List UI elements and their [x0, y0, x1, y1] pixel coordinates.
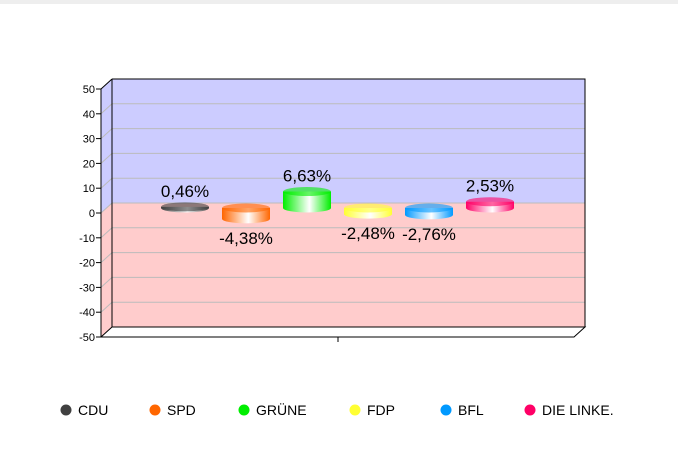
gridline-side — [100, 128, 113, 139]
legend-marker — [349, 404, 361, 416]
data-label: 0,46% — [161, 182, 209, 201]
y-tick-label: 20 — [83, 158, 95, 170]
legend-label: CDU — [78, 402, 108, 418]
gridline-side — [100, 252, 113, 263]
bar-top — [161, 202, 209, 212]
data-label: 6,63% — [283, 167, 331, 186]
gridline-side — [100, 177, 113, 189]
gridline-side — [100, 227, 113, 239]
y-tick-label: -30 — [79, 282, 95, 294]
axis-edge — [100, 78, 113, 90]
data-label: 2,53% — [466, 177, 514, 196]
bar-top — [405, 203, 453, 213]
y-tick-label: 30 — [83, 134, 95, 146]
data-label: -2,48% — [341, 224, 395, 243]
bar-top — [344, 203, 392, 213]
legend-marker — [149, 404, 161, 416]
gridline-side — [100, 301, 113, 313]
legend-marker — [440, 404, 452, 416]
legend-marker — [524, 404, 536, 416]
top-bar — [0, 0, 678, 4]
bar-fdp — [344, 203, 392, 219]
bar-grüne — [283, 187, 331, 213]
left-wall-negative — [101, 203, 112, 337]
bar-body — [283, 191, 331, 213]
gridline-side — [100, 277, 113, 288]
bar-dielinke — [466, 197, 514, 213]
y-tick-label: 0 — [89, 208, 95, 220]
bar-spd — [222, 203, 270, 224]
data-label: -4,38% — [219, 229, 273, 248]
data-label: -2,76% — [402, 225, 456, 244]
y-tick-label: 40 — [83, 109, 95, 121]
legend-label: GRÜNE — [256, 401, 307, 418]
bar-top — [222, 203, 270, 213]
y-tick-label: -20 — [79, 258, 95, 270]
bar-bfl — [405, 203, 453, 220]
y-tick-label: -10 — [79, 233, 95, 245]
bar-cdu — [161, 202, 209, 213]
gridline-side — [100, 153, 113, 164]
legend-label: BFL — [458, 402, 484, 418]
legend-marker — [238, 404, 250, 416]
legend-label: FDP — [367, 402, 395, 418]
y-tick-label: 50 — [83, 84, 95, 96]
negative-background — [112, 203, 585, 327]
bar-top — [466, 197, 514, 207]
positive-background — [112, 79, 585, 203]
gridline-side — [100, 202, 113, 214]
legend-label: DIE LINKE. — [542, 402, 614, 418]
y-tick-label: 10 — [83, 183, 95, 195]
bar-top — [283, 187, 331, 197]
y-tick-label: -40 — [79, 307, 95, 319]
left-wall-positive — [101, 79, 112, 213]
legend-label: SPD — [167, 402, 196, 418]
gridline-side — [100, 103, 113, 115]
y-tick-label: -50 — [79, 332, 95, 344]
legend-marker — [60, 404, 72, 416]
floor — [99, 326, 587, 338]
